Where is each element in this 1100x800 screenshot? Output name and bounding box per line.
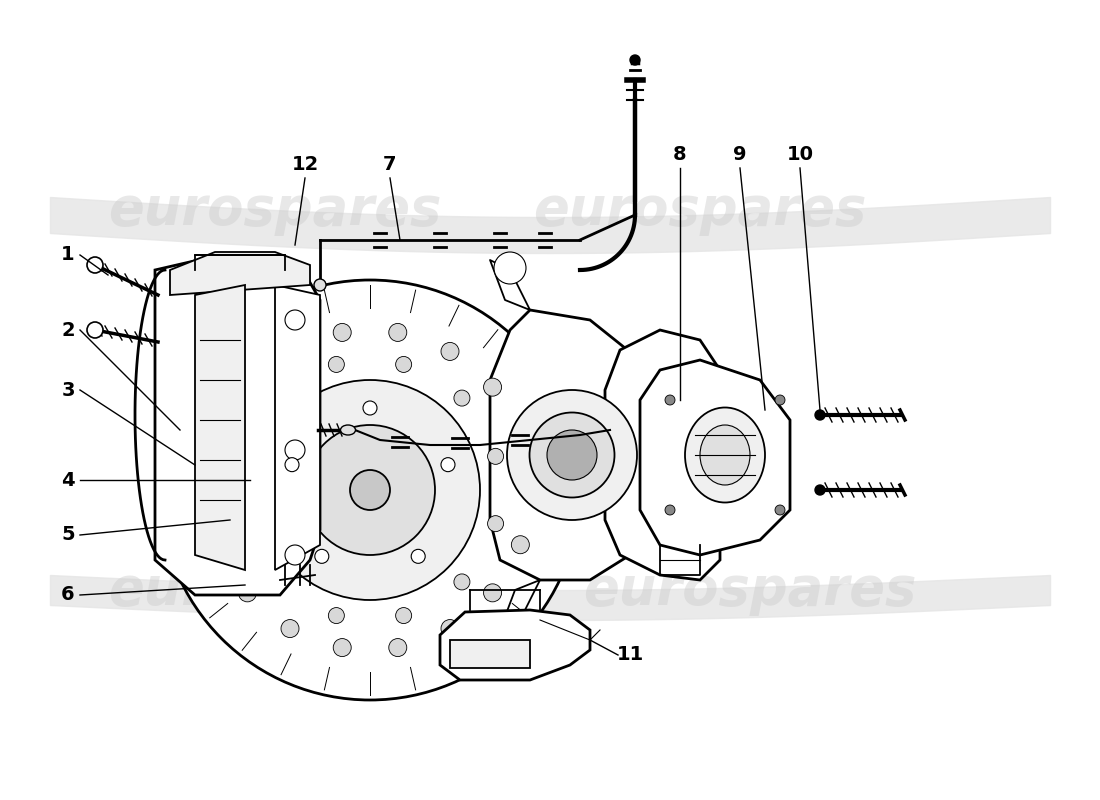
- Circle shape: [512, 426, 529, 444]
- Circle shape: [333, 638, 351, 657]
- Ellipse shape: [305, 425, 434, 555]
- Circle shape: [441, 619, 459, 638]
- Circle shape: [239, 584, 256, 602]
- Circle shape: [776, 395, 785, 405]
- Circle shape: [87, 322, 103, 338]
- Polygon shape: [490, 310, 660, 580]
- Polygon shape: [605, 330, 720, 580]
- Circle shape: [454, 574, 470, 590]
- Text: 7: 7: [383, 155, 397, 174]
- Circle shape: [630, 55, 640, 65]
- Circle shape: [87, 257, 103, 273]
- Text: eurospares: eurospares: [108, 564, 442, 616]
- Circle shape: [666, 395, 675, 405]
- Circle shape: [411, 550, 426, 563]
- Circle shape: [329, 357, 344, 373]
- Polygon shape: [155, 255, 320, 595]
- Circle shape: [388, 323, 407, 342]
- Text: 2: 2: [62, 321, 75, 339]
- Circle shape: [236, 448, 252, 464]
- Ellipse shape: [260, 380, 480, 600]
- Ellipse shape: [547, 430, 597, 480]
- Circle shape: [280, 342, 299, 361]
- Text: 5: 5: [62, 526, 75, 545]
- Ellipse shape: [507, 390, 637, 520]
- Polygon shape: [640, 360, 790, 555]
- Polygon shape: [275, 285, 320, 570]
- Text: 9: 9: [734, 146, 747, 165]
- Circle shape: [487, 448, 504, 464]
- Circle shape: [521, 481, 539, 499]
- Ellipse shape: [685, 407, 764, 502]
- Ellipse shape: [314, 279, 326, 291]
- Text: eurospares: eurospares: [108, 184, 442, 236]
- Ellipse shape: [529, 413, 615, 498]
- Text: 1: 1: [62, 246, 75, 265]
- Circle shape: [494, 616, 526, 648]
- Text: 3: 3: [62, 381, 75, 399]
- Text: 6: 6: [62, 586, 75, 605]
- Ellipse shape: [350, 470, 390, 510]
- Text: 10: 10: [786, 146, 814, 165]
- Circle shape: [210, 536, 229, 554]
- Circle shape: [236, 516, 252, 532]
- Circle shape: [285, 310, 305, 330]
- Circle shape: [285, 545, 305, 565]
- Text: eurospares: eurospares: [583, 564, 916, 616]
- Circle shape: [363, 401, 377, 415]
- Circle shape: [441, 342, 459, 361]
- Circle shape: [454, 390, 470, 406]
- Polygon shape: [450, 640, 530, 668]
- Ellipse shape: [160, 280, 580, 700]
- Circle shape: [285, 458, 299, 472]
- Circle shape: [441, 458, 455, 472]
- Circle shape: [484, 378, 502, 396]
- Circle shape: [776, 505, 785, 515]
- Circle shape: [396, 607, 411, 623]
- Circle shape: [666, 505, 675, 515]
- Circle shape: [201, 481, 219, 499]
- Text: 11: 11: [616, 646, 644, 665]
- Text: 12: 12: [292, 155, 319, 174]
- Text: 8: 8: [673, 146, 686, 165]
- Circle shape: [285, 440, 305, 460]
- Polygon shape: [170, 252, 310, 295]
- Text: 4: 4: [62, 470, 75, 490]
- Polygon shape: [440, 610, 590, 680]
- Circle shape: [494, 252, 526, 284]
- Polygon shape: [195, 285, 245, 570]
- Circle shape: [210, 426, 229, 444]
- Circle shape: [329, 607, 344, 623]
- Circle shape: [484, 584, 502, 602]
- Text: eurospares: eurospares: [534, 184, 867, 236]
- Circle shape: [388, 638, 407, 657]
- Circle shape: [815, 485, 825, 495]
- Circle shape: [271, 574, 286, 590]
- Circle shape: [815, 410, 825, 420]
- Circle shape: [239, 378, 256, 396]
- Ellipse shape: [700, 425, 750, 485]
- Circle shape: [315, 550, 329, 563]
- Circle shape: [333, 323, 351, 342]
- Ellipse shape: [341, 425, 355, 435]
- Circle shape: [280, 619, 299, 638]
- Circle shape: [487, 516, 504, 532]
- Circle shape: [396, 357, 411, 373]
- Circle shape: [512, 536, 529, 554]
- Circle shape: [271, 390, 286, 406]
